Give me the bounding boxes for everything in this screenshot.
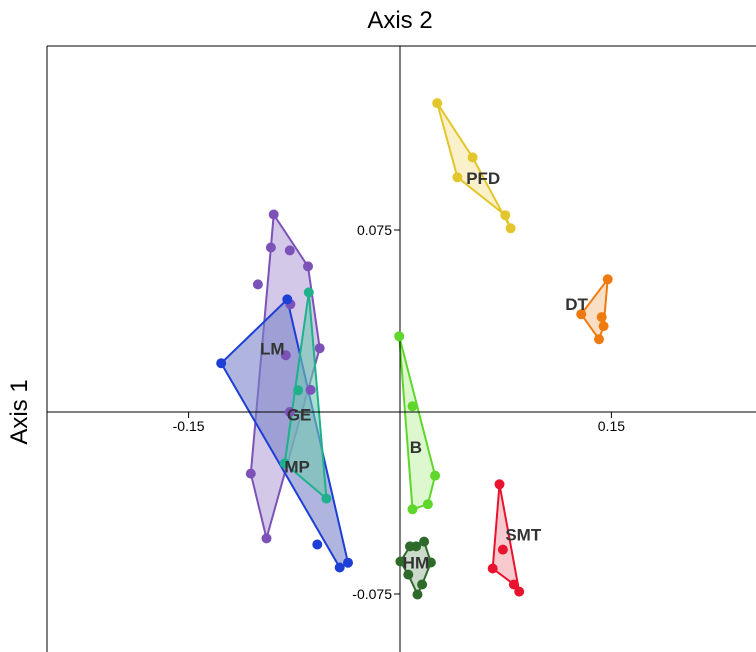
group-label-lm: LM bbox=[260, 339, 285, 358]
point-hm bbox=[412, 589, 423, 600]
y-axis-title: Axis 1 bbox=[6, 379, 33, 444]
group-label-dt: DT bbox=[565, 295, 588, 314]
point-smt bbox=[494, 479, 505, 490]
hull-b bbox=[398, 335, 437, 511]
point-hm bbox=[419, 536, 430, 547]
point-hm bbox=[403, 569, 414, 580]
group-label-hm: HM bbox=[403, 554, 429, 573]
group-label-ge: GE bbox=[287, 406, 312, 425]
y-tick-label: -0.075 bbox=[352, 586, 392, 602]
group-label-b: B bbox=[410, 438, 422, 457]
point-ge bbox=[282, 294, 293, 305]
point-b bbox=[394, 331, 405, 342]
point-b bbox=[407, 504, 418, 515]
hull-pfd bbox=[436, 102, 512, 230]
point-mp bbox=[293, 385, 304, 396]
group-points bbox=[216, 98, 613, 600]
hull-ge bbox=[220, 298, 349, 569]
point-smt bbox=[508, 579, 519, 590]
point-ge bbox=[343, 557, 353, 568]
point-lm bbox=[305, 384, 316, 395]
point-pfd bbox=[467, 152, 478, 163]
point-b bbox=[430, 470, 441, 481]
point-hm bbox=[395, 556, 406, 567]
point-lm bbox=[261, 533, 272, 544]
point-lm bbox=[268, 209, 279, 220]
point-dt bbox=[596, 312, 607, 323]
point-hm bbox=[411, 541, 422, 552]
point-lm bbox=[265, 242, 276, 253]
point-b bbox=[407, 401, 418, 412]
x-axis-title: Axis 2 bbox=[367, 7, 432, 34]
point-smt bbox=[497, 544, 508, 555]
point-hm bbox=[425, 557, 436, 568]
point-lm bbox=[252, 279, 263, 290]
point-ge bbox=[334, 562, 345, 573]
group-label-smt: SMT bbox=[505, 526, 542, 545]
group-label-mp: MP bbox=[284, 458, 310, 477]
hull-mp bbox=[283, 291, 328, 500]
point-smt bbox=[514, 586, 525, 597]
point-dt bbox=[598, 321, 609, 332]
x-tick-label: 0.15 bbox=[598, 418, 625, 434]
point-pfd bbox=[500, 210, 511, 221]
point-lm bbox=[303, 261, 313, 272]
point-mp bbox=[279, 458, 290, 469]
point-ge bbox=[216, 358, 227, 369]
point-pfd bbox=[432, 98, 443, 109]
point-dt bbox=[594, 334, 604, 345]
point-b bbox=[422, 499, 433, 510]
point-lm bbox=[314, 343, 325, 354]
point-lm bbox=[284, 245, 295, 256]
x-tick-label: -0.15 bbox=[173, 418, 205, 434]
point-lm bbox=[284, 407, 295, 417]
tick-labels: -0.15 0.15 0.075 -0.075 bbox=[173, 222, 626, 602]
point-dt bbox=[602, 274, 613, 285]
point-lm bbox=[280, 350, 291, 361]
group-labels: LM GE MP PFD DT B SMT HM bbox=[260, 169, 589, 572]
point-dt bbox=[576, 309, 587, 320]
point-hm bbox=[417, 579, 428, 590]
point-ge bbox=[312, 539, 323, 550]
zero-axes bbox=[47, 46, 756, 652]
point-mp bbox=[321, 493, 332, 504]
point-pfd bbox=[452, 172, 463, 183]
point-pfd bbox=[505, 223, 516, 234]
group-label-pfd: PFD bbox=[466, 169, 500, 188]
point-lm bbox=[245, 468, 256, 479]
plot-frame bbox=[46, 45, 756, 652]
point-mp bbox=[303, 287, 314, 298]
point-smt bbox=[487, 563, 498, 574]
y-tick-label: 0.075 bbox=[357, 222, 392, 238]
